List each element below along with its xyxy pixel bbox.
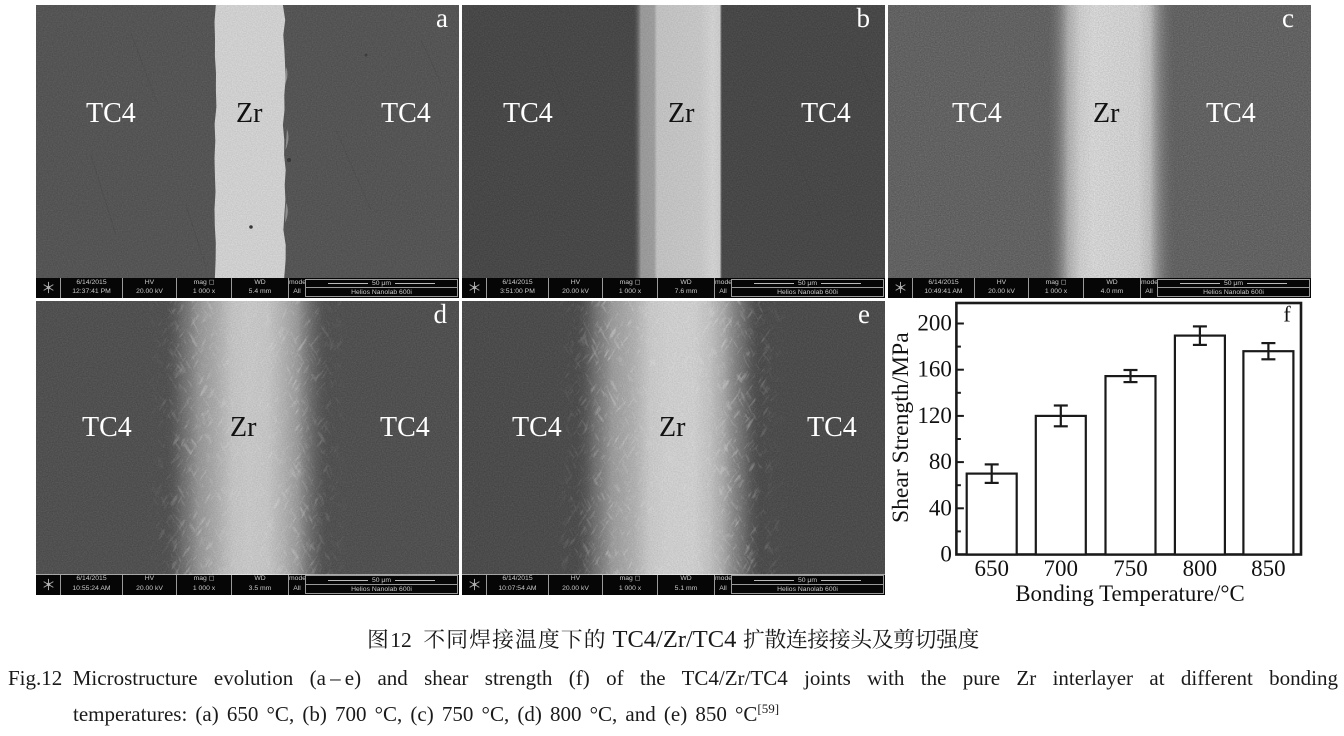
svg-text:160: 160 bbox=[917, 357, 952, 382]
svg-text:700: 700 bbox=[1044, 556, 1079, 581]
svg-text:Bonding Temperature/°C: Bonding Temperature/°C bbox=[1015, 581, 1244, 606]
svg-text:TC4/Zr/TC4: TC4/Zr/TC4 bbox=[613, 626, 737, 653]
svg-text:0: 0 bbox=[940, 542, 952, 567]
svg-text:Shear Strength/MPa: Shear Strength/MPa bbox=[890, 332, 914, 523]
svg-text:40: 40 bbox=[929, 495, 952, 520]
svg-text:80: 80 bbox=[929, 449, 952, 474]
svg-text:120: 120 bbox=[917, 403, 952, 428]
svg-text:650: 650 bbox=[974, 556, 1009, 581]
svg-text:850: 850 bbox=[1251, 556, 1286, 581]
svg-text:200: 200 bbox=[917, 311, 952, 336]
svg-text:12: 12 bbox=[390, 628, 412, 652]
svg-text:800: 800 bbox=[1183, 556, 1218, 581]
svg-text:f: f bbox=[1283, 302, 1291, 327]
svg-text:750: 750 bbox=[1113, 556, 1148, 581]
